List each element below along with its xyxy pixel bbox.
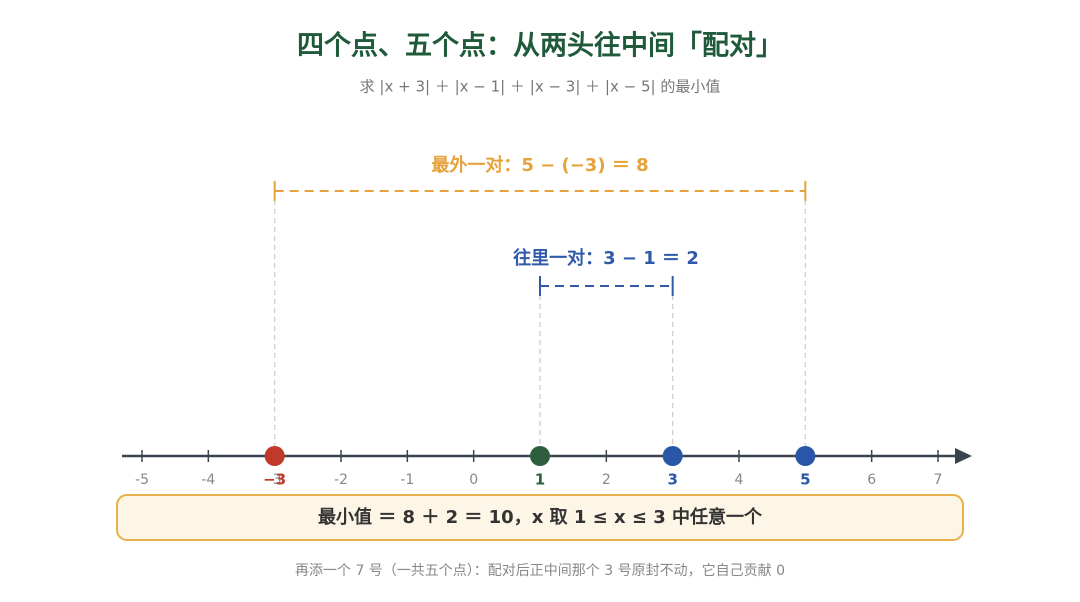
tick-label: 5: [801, 472, 810, 488]
point: [264, 446, 285, 466]
subtitle: 求 |x + 3| ＋ |x − 1| ＋ |x − 3| ＋ |x − 5| …: [360, 78, 721, 96]
tick-label: 1: [536, 472, 545, 488]
point-label: 5: [800, 471, 810, 489]
result-box: [116, 494, 964, 541]
tick-label: 7: [934, 472, 943, 488]
axis-arrow: [955, 448, 972, 464]
point: [530, 446, 550, 466]
tick-label: -3: [268, 472, 282, 488]
tick-label: -2: [334, 472, 348, 488]
point-label: 1: [535, 471, 545, 489]
tick-label: 4: [735, 472, 744, 488]
tick-label: 6: [867, 472, 876, 488]
point: [662, 446, 683, 466]
result: 最小值 ＝ 8 ＋ 2 ＝ 10，x 取 1 ≤ x ≤ 3 中任意一个: [318, 506, 763, 528]
tick-label: -1: [400, 472, 414, 488]
tick-label: 0: [469, 472, 478, 488]
point-label: 3: [667, 471, 677, 489]
point-label: −3: [263, 471, 286, 489]
inner-pair-label: 往里一对：3 − 1 ＝ 2: [513, 247, 699, 269]
title: 四个点、五个点：从两头往中间「配对」: [297, 30, 783, 62]
outer-pair-label: 最外一对：5 − (−3) ＝ 8: [431, 154, 648, 176]
note: 再添一个 7 号（一共五个点）：配对后正中间那个 3 号原封不动，它自己贡献 0: [295, 562, 785, 579]
point: [795, 446, 816, 466]
tick-label: 3: [668, 472, 677, 488]
tick-label: -5: [135, 472, 149, 488]
tick-label: -4: [201, 472, 215, 488]
tick-label: 2: [602, 472, 611, 488]
